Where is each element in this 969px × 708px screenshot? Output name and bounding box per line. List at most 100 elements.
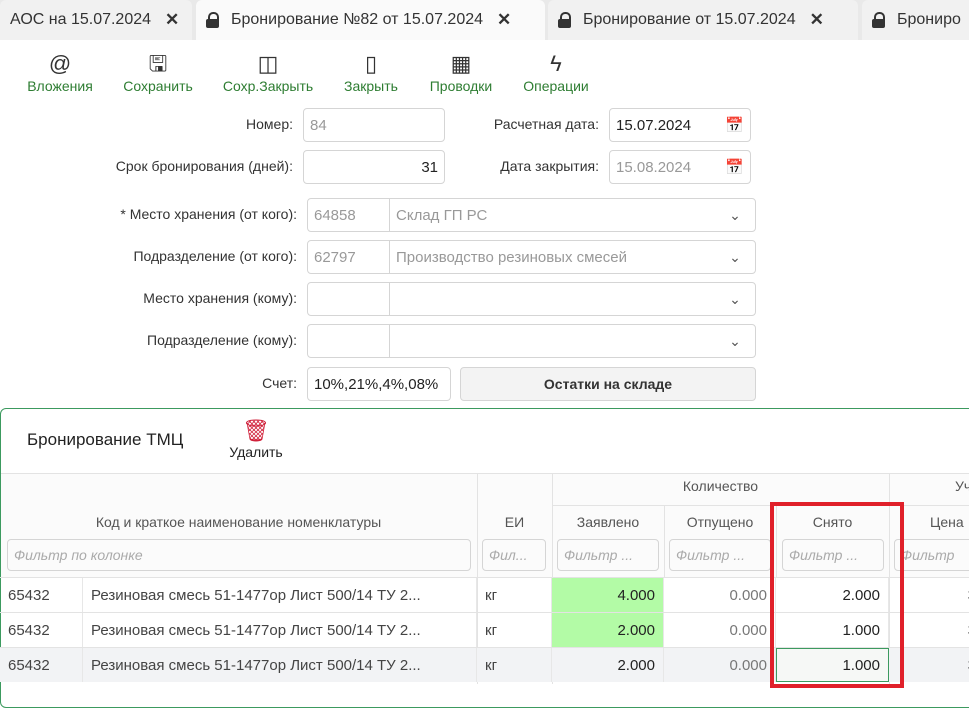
number-field: 84 (303, 108, 445, 142)
cell-unit[interactable]: кг (477, 648, 552, 682)
tab-booking-82[interactable]: Бронирование №82 от 15.07.2024 ✕ (196, 0, 545, 40)
header-name[interactable]: Код и краткое наименование номенклатуры (95, 514, 382, 530)
grid-title: Бронирование ТМЦ (27, 430, 184, 449)
code[interactable] (308, 325, 390, 357)
cell-unit[interactable]: кг (477, 578, 552, 612)
chevron-down-icon[interactable]: ⌄ (729, 332, 741, 349)
code: 64858 (308, 199, 390, 231)
button-label: Проводки (429, 78, 493, 94)
lock-icon (558, 12, 571, 28)
close-icon[interactable]: ✕ (809, 10, 824, 29)
button-label: Вложения (27, 78, 93, 94)
close-date-label: Дата закрытия: (500, 158, 599, 174)
cell-declared[interactable]: 2.000 (552, 613, 664, 647)
tab-label: АОС на 15.07.2024 (10, 11, 152, 28)
name[interactable] (390, 283, 715, 315)
cell-removed[interactable]: 2.000 (776, 578, 889, 612)
header-next-group: Уч (955, 478, 969, 494)
dept-to-label: Подразделение (кому): (147, 332, 297, 348)
name: Склад ГП РС (396, 206, 488, 224)
tab-label: Бронирование от 15.07.2024 (583, 11, 796, 28)
tab-booking-2[interactable]: Брониро (862, 0, 969, 40)
chevron-down-icon[interactable]: ⌄ (729, 248, 741, 265)
name: Производство резиновых смесей (396, 248, 627, 266)
calendar-icon[interactable]: 📅 (725, 117, 744, 134)
save-button[interactable]: 🖫 Сохранить (118, 50, 198, 94)
table-row[interactable]: 65432 Резиновая смесь 51-1477ор Лист 500/… (0, 647, 969, 682)
term-field[interactable]: 31 (303, 150, 445, 184)
cell-removed[interactable]: 1.000 (776, 613, 889, 647)
annotation-highlight-box (770, 502, 904, 688)
cell-released[interactable]: 0.000 (664, 613, 776, 647)
tab-label: Брониро (897, 11, 961, 28)
date-value: 15.07.2024 (616, 116, 692, 134)
cell-released[interactable]: 0.000 (664, 578, 776, 612)
tab-aos[interactable]: АОС на 15.07.2024 ✕ (0, 0, 192, 40)
grid-header (1, 473, 969, 577)
name[interactable] (390, 325, 715, 357)
storage-from-label: * Место хранения (от кого): (120, 206, 297, 222)
chevron-down-icon[interactable]: ⌄ (729, 290, 741, 307)
account-field[interactable]: 10%,21%,4%,08% (307, 367, 451, 401)
stock-balance-button[interactable]: Остатки на складе (460, 367, 756, 401)
button-label: Сохр.Закрыть (222, 78, 314, 94)
filter-unit[interactable]: Фил... (482, 539, 546, 571)
operations-button[interactable]: ϟ Операции (517, 50, 595, 94)
attachments-button[interactable]: @ Вложения (22, 50, 98, 94)
save-close-button[interactable]: ◫ Сохр.Закрыть (218, 50, 318, 94)
cell-price[interactable]: 3 (889, 578, 969, 612)
cell-released[interactable]: 0.000 (664, 648, 776, 682)
cell-unit[interactable]: кг (477, 613, 552, 647)
number-label: Номер: (246, 116, 293, 132)
table-row[interactable]: 65432 Резиновая смесь 51-1477ор Лист 500/… (0, 612, 969, 647)
header-removed[interactable]: Снято (812, 514, 853, 530)
dept-from-label: Подразделение (от кого): (133, 248, 297, 264)
button-label: Сохранить (123, 78, 193, 94)
cell-price[interactable]: 3 (889, 648, 969, 682)
delete-button[interactable]: 🗑 Удалить (224, 418, 288, 460)
filter-released[interactable]: Фильтр ... (669, 539, 771, 571)
button-label: Закрыть (344, 78, 398, 94)
table-row[interactable]: 65432 Резиновая смесь 51-1477ор Лист 500/… (0, 577, 969, 612)
cell-price[interactable]: 3 (889, 613, 969, 647)
filter-name[interactable]: Фильтр по колонке (7, 539, 471, 571)
header-declared[interactable]: Заявлено (576, 514, 640, 530)
dept-from-select[interactable]: 62797 Производство резиновых смесей ⌄ (307, 240, 756, 274)
paperclip-icon: @ (48, 51, 72, 76)
chevron-down-icon[interactable]: ⌄ (729, 206, 741, 223)
lightning-icon: ϟ (550, 51, 562, 76)
cell-code[interactable]: 65432 (0, 648, 83, 682)
cell-removed[interactable]: 1.000 (776, 648, 889, 682)
storage-to-select[interactable]: ⌄ (307, 282, 756, 316)
filter-removed[interactable]: Фильтр ... (782, 539, 884, 571)
postings-button[interactable]: ▦ Проводки (423, 50, 499, 94)
term-label: Срок бронирования (дней): (115, 158, 293, 174)
cell-code[interactable]: 65432 (0, 578, 83, 612)
save-icon: 🖫 (148, 51, 168, 76)
lock-icon (206, 12, 219, 28)
tab-label: Бронирование №82 от 15.07.2024 (231, 11, 484, 28)
close-icon[interactable]: ✕ (497, 10, 512, 29)
close-icon[interactable]: ✕ (165, 10, 180, 29)
storage-from-select[interactable]: 64858 Склад ГП РС ⌄ (307, 198, 756, 232)
code: 62797 (308, 241, 390, 273)
dept-to-select[interactable]: ⌄ (307, 324, 756, 358)
header-released[interactable]: Отпущено (686, 514, 754, 530)
cell-declared[interactable]: 4.000 (552, 578, 664, 612)
code[interactable] (308, 283, 390, 315)
cell-declared[interactable]: 2.000 (552, 648, 664, 682)
close-door-icon: ▯ (364, 51, 378, 76)
header-price[interactable]: Цена (930, 514, 964, 530)
tab-bar: АОС на 15.07.2024 ✕ Бронирование №82 от 1… (0, 0, 969, 40)
filter-price[interactable]: Фильтр (894, 539, 969, 571)
calendar-icon: 📅 (725, 159, 744, 176)
tab-booking[interactable]: Бронирование от 15.07.2024 ✕ (548, 0, 858, 40)
cell-name[interactable]: Резиновая смесь 51-1477ор Лист 500/14 ТУ… (83, 648, 477, 682)
cell-name[interactable]: Резиновая смесь 51-1477ор Лист 500/14 ТУ… (83, 578, 477, 612)
cell-code[interactable]: 65432 (0, 613, 83, 647)
cell-name[interactable]: Резиновая смесь 51-1477ор Лист 500/14 ТУ… (83, 613, 477, 647)
close-button[interactable]: ▯ Закрыть (338, 50, 404, 94)
header-unit[interactable]: ЕИ (504, 514, 525, 530)
filter-declared[interactable]: Фильтр ... (557, 539, 659, 571)
calc-date-field[interactable]: 15.07.2024 📅 (609, 108, 751, 142)
